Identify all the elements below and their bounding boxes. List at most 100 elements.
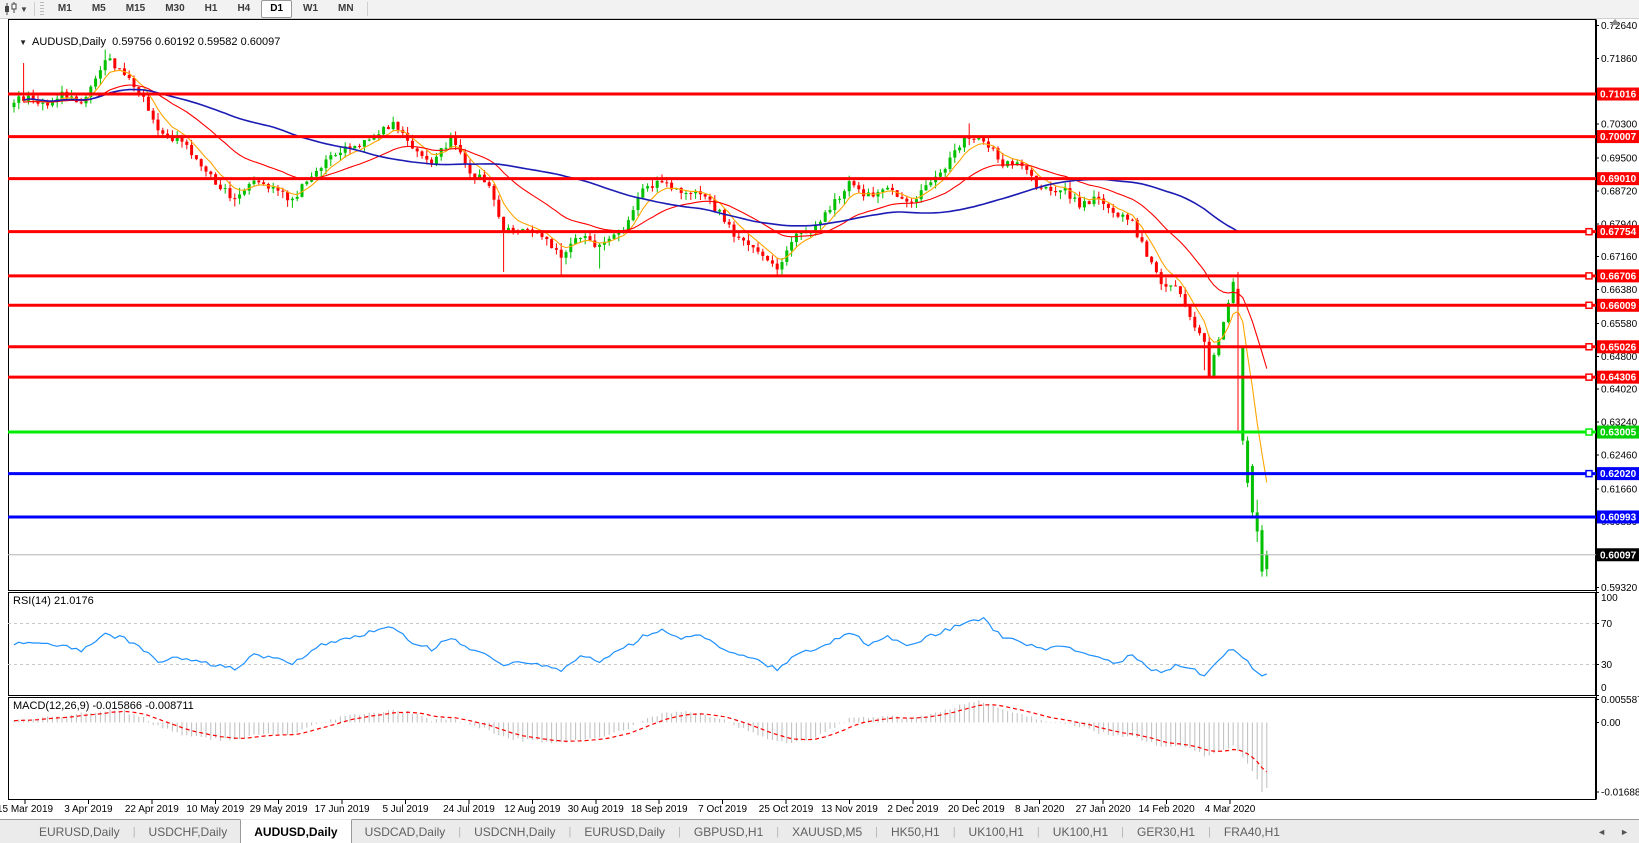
rsi-line [13, 616, 1268, 677]
macd-panel-graphics [13, 700, 1268, 793]
chart-tab-EURUSD-Daily[interactable]: EURUSD,Daily [39, 824, 120, 839]
price-tag-0.71016: 0.71016 [1597, 87, 1639, 101]
svg-text:0.70007: 0.70007 [1600, 132, 1637, 143]
chart-tab-AUDUSD-Daily[interactable]: AUDUSD,Daily [240, 819, 352, 843]
svg-text:0.65026: 0.65026 [1600, 342, 1637, 353]
svg-text:20 Dec 2019: 20 Dec 2019 [948, 804, 1005, 815]
svg-text:0.60993: 0.60993 [1600, 512, 1637, 523]
ma-mid-line [23, 84, 1268, 369]
svg-text:12 Aug 2019: 12 Aug 2019 [504, 804, 561, 815]
chart-tab-FRA40-H1[interactable]: FRA40,H1 [1223, 824, 1280, 839]
timeframe-button-H4[interactable]: H4 [237, 3, 251, 14]
svg-text:5 Jul 2019: 5 Jul 2019 [382, 804, 429, 815]
macd-indicator-label: MACD(12,26,9) -0.015866 -0.008711 [13, 700, 194, 712]
candlestick-chart-icon[interactable] [3, 2, 19, 16]
tab-separator: | [1208, 825, 1211, 838]
svg-text:0.62460: 0.62460 [1601, 451, 1638, 462]
svg-text:29 May 2019: 29 May 2019 [250, 804, 308, 815]
chart-tab-USDCHF-Daily[interactable]: USDCHF,Daily [148, 824, 228, 839]
svg-text:18 Sep 2019: 18 Sep 2019 [631, 804, 688, 815]
timeframe-button-M30[interactable]: M30 [165, 3, 185, 14]
dropdown-caret-icon[interactable]: ▼ [20, 4, 28, 14]
svg-text:0.68720: 0.68720 [1601, 186, 1638, 197]
macd-axis-ticks: 0.005587 0.00 -0.016887 [1595, 695, 1639, 799]
timeframe-button-H1[interactable]: H1 [204, 3, 218, 14]
timeframe-button-M5[interactable]: M5 [91, 3, 106, 14]
svg-text:0.66380: 0.66380 [1601, 285, 1638, 296]
svg-text:30: 30 [1601, 660, 1613, 671]
svg-text:0.63240: 0.63240 [1601, 418, 1638, 429]
svg-text:22 Apr 2019: 22 Apr 2019 [125, 804, 179, 815]
timeframe-button-M15[interactable]: M15 [125, 3, 146, 14]
tab-scroll-left-icon[interactable]: ◄ [1597, 826, 1607, 837]
svg-text:0.005587: 0.005587 [1601, 695, 1639, 706]
date-axis: 15 Mar 2019 3 Apr 2019 22 Apr 2019 10 May 2… [0, 800, 1256, 815]
tabbar-spacer [0, 820, 26, 843]
chart-tabbar: EURUSD,Daily | USDCHF,Daily AUDUSD,Daily USD… [0, 819, 1639, 843]
svg-text:2 Dec 2019: 2 Dec 2019 [887, 804, 939, 815]
tab-separator: | [1121, 825, 1125, 838]
toolbar-separator [366, 2, 368, 16]
toolbar: ▼ M1 M5 M15 M30 H1 H4 D1 W1 MN [0, 0, 1639, 19]
svg-text:0.71016: 0.71016 [1600, 90, 1637, 101]
svg-text:0.69010: 0.69010 [1600, 174, 1637, 185]
svg-text:0.65580: 0.65580 [1601, 319, 1638, 330]
tab-separator: | [875, 825, 878, 838]
chart-tab-XAUUSD-M5[interactable]: XAUUSD,M5 [792, 824, 863, 839]
svg-text:17 Jun 2019: 17 Jun 2019 [315, 804, 370, 815]
scroll-up-marker-icon[interactable] [1610, 19, 1620, 25]
chart-tab-UK100-H1[interactable]: UK100,H1 [1052, 824, 1109, 839]
level-line-0.67754[interactable] [8, 227, 1596, 236]
timeframe-button-M1[interactable]: M1 [57, 3, 72, 14]
svg-text:-0.016887: -0.016887 [1601, 788, 1639, 799]
chart-symbol: AUDUSD,Daily [32, 36, 107, 48]
chart-tab-EURUSD-Daily[interactable]: EURUSD,Daily [584, 824, 666, 839]
tab-separator: | [1036, 825, 1040, 838]
svg-text:0.66009: 0.66009 [1600, 301, 1637, 312]
level-line-0.66009[interactable] [8, 301, 1596, 310]
chart-tab-USDCNH-Daily[interactable]: USDCNH,Daily [474, 824, 556, 839]
price-tag-0.64306: 0.64306 [1597, 370, 1639, 384]
tab-separator: | [458, 825, 462, 838]
rsi-panel-graphics [8, 616, 1596, 677]
timeframe-button-MN[interactable]: MN [338, 3, 354, 14]
chart-tab-USDCAD-Daily[interactable]: USDCAD,Daily [364, 824, 446, 839]
tab-separator: | [952, 825, 956, 838]
level-line-0.66706[interactable] [8, 272, 1596, 280]
tab-scroll-right-icon[interactable]: ► [1620, 826, 1629, 837]
chart-title: ▼ AUDUSD,Daily 0.59756 0.60192 0.59582 0.… [13, 24, 280, 48]
timeframe-button-W1[interactable]: W1 [303, 3, 319, 14]
price-tag-0.60993: 0.60993 [1597, 510, 1639, 524]
level-line-0.62020[interactable] [8, 469, 1596, 478]
svg-text:0.67754: 0.67754 [1600, 227, 1637, 238]
svg-text:0.72640: 0.72640 [1601, 21, 1638, 32]
ma-slow-line [23, 88, 1239, 233]
timeframe-button-D1[interactable]: D1 [261, 0, 293, 18]
svg-text:14 Feb 2020: 14 Feb 2020 [1138, 804, 1195, 815]
collapse-triangle-icon[interactable]: ▼ [19, 38, 28, 47]
macd-signal-line [13, 704, 1268, 773]
tab-separator: | [132, 825, 136, 838]
svg-text:0.64800: 0.64800 [1601, 352, 1638, 363]
chart-tab-HK50-H1[interactable]: HK50,H1 [890, 824, 940, 839]
svg-text:0.67160: 0.67160 [1601, 252, 1638, 263]
svg-text:0.66706: 0.66706 [1600, 271, 1637, 282]
svg-text:3 Apr 2019: 3 Apr 2019 [64, 804, 113, 815]
level-line-0.64306[interactable] [8, 373, 1596, 381]
level-line-0.63005[interactable] [8, 428, 1596, 436]
svg-text:15 Mar 2019: 15 Mar 2019 [0, 804, 54, 815]
svg-text:100: 100 [1601, 593, 1618, 604]
price-tag-0.66706: 0.66706 [1597, 269, 1639, 283]
svg-text:0: 0 [1601, 683, 1607, 694]
svg-text:0.69500: 0.69500 [1601, 153, 1638, 164]
chart-tab-GBPUSD-H1[interactable]: GBPUSD,H1 [693, 824, 764, 839]
svg-text:0.63005: 0.63005 [1600, 428, 1637, 439]
svg-text:27 Jan 2020: 27 Jan 2020 [1076, 804, 1131, 815]
toolbar-grip-handle[interactable] [39, 2, 44, 16]
chart-tab-UK100-H1[interactable]: UK100,H1 [968, 824, 1024, 839]
svg-text:25 Oct 2019: 25 Oct 2019 [759, 804, 814, 815]
level-line-0.65026[interactable] [8, 343, 1596, 351]
chart-tab-GER30-H1[interactable]: GER30,H1 [1137, 824, 1196, 839]
chart-canvas: 0.72640 0.71860 0.70300 0.69500 0.68720 0.679… [0, 19, 1639, 815]
svg-text:70: 70 [1601, 619, 1613, 630]
